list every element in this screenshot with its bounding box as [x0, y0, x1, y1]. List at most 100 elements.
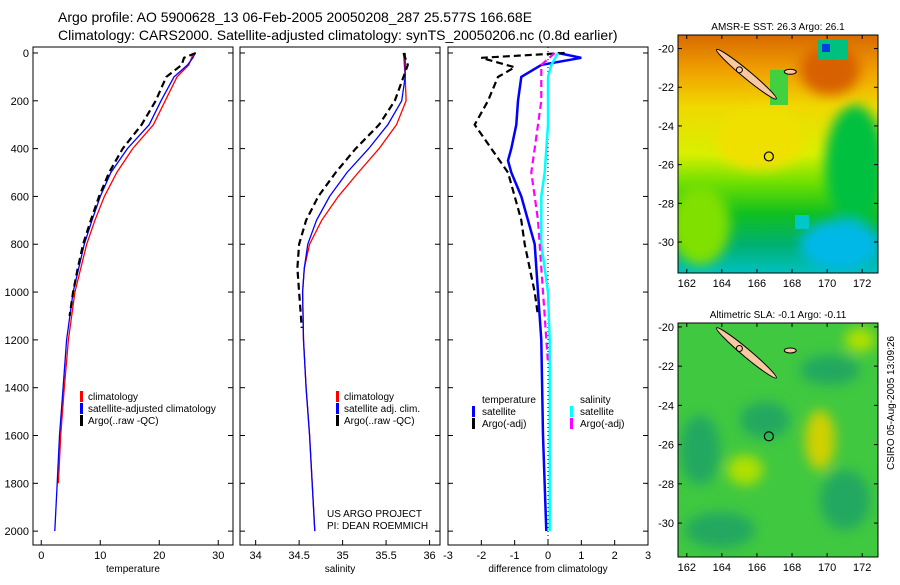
legend-label: satellite [580, 407, 614, 418]
y-tick-label: 800 [11, 239, 29, 251]
series-line-salinity-argo-adj- [530, 52, 556, 364]
y-tick-label: 600 [11, 191, 29, 203]
lon-tick-label: 168 [783, 562, 801, 574]
legend-label: Argo(..raw -QC) [344, 416, 415, 427]
lon-tick-label: 164 [713, 562, 731, 574]
lon-tick-label: 166 [748, 278, 766, 290]
map-overlay-1: 162 164 166 168 170 172 -20 -22 -24 -26 -28 -30 AMSR… [658, 22, 879, 290]
legend-label: climatology [344, 392, 394, 403]
lon-tick-label: 168 [783, 278, 801, 290]
plot-frame [32, 46, 234, 546]
legend-swatch [80, 403, 83, 414]
x-tick-label: 30 [212, 550, 224, 562]
x-tick-label: 34 [250, 550, 262, 562]
lat-tick-label: -28 [658, 479, 674, 491]
legend-label: satellite [482, 407, 516, 418]
y-tick-label: 2000 [5, 526, 29, 538]
lat-tick-label: -24 [658, 400, 674, 412]
island-new-caledonia [715, 327, 777, 379]
reef-outline [735, 66, 743, 74]
lat-tick-label: -20 [658, 322, 674, 334]
reef-outline [735, 344, 743, 352]
x-tick-label: 35 [336, 550, 348, 562]
series-line-climatology [57, 52, 195, 484]
y-tick-label: 1200 [5, 335, 29, 347]
sla-map [678, 323, 878, 557]
legend-swatch [80, 415, 83, 426]
x-tick-label: 34.5 [288, 550, 309, 562]
x-tick-label: 35.5 [375, 550, 396, 562]
x-tick-label: 36 [423, 550, 435, 562]
plot-frame [239, 46, 441, 546]
series-line-argo-raw-qc- [296, 52, 409, 328]
project-annotation-line1: US ARGO PROJECT [327, 509, 422, 520]
lat-tick-label: -24 [658, 121, 674, 133]
project-annotation-line2: PI: DEAN ROEMMICH [327, 521, 428, 532]
legend-title: temperature [482, 395, 536, 406]
argo-position-marker [763, 151, 774, 162]
argo-position-marker [763, 431, 774, 442]
legend-swatch [80, 391, 83, 402]
lat-tick-label: -20 [658, 44, 674, 56]
legend-label: Argo(..raw -QC) [88, 416, 159, 427]
legend-swatch [570, 406, 573, 417]
x-tick-label: 3 [645, 550, 651, 562]
series-line-satellite-adjusted-climatology [54, 52, 196, 532]
legend-swatch [472, 406, 475, 417]
x-tick-label: -2 [476, 550, 486, 562]
x-axis-label: difference from climatology [488, 564, 607, 575]
legend-label: Argo(-adj) [482, 419, 526, 430]
y-tick-label: 200 [11, 96, 29, 108]
lon-tick-label: 170 [818, 562, 836, 574]
figure-title-line2: Climatology: CARS2000. Satellite-adjuste… [58, 27, 618, 43]
profile-panel-3: -3 -2 -1 0 1 2 3 difference from climatology tem… [443, 46, 651, 575]
map-title: Altimetric SLA: -0.1 Argo: -0.11 [710, 310, 847, 321]
island-loyalty [783, 347, 797, 354]
lat-tick-label: -26 [658, 160, 674, 172]
x-axis-label: temperature [106, 564, 160, 575]
figure-title-line1: Argo profile: AO 5900628_13 06-Feb-2005 … [58, 9, 532, 25]
lon-tick-label: 172 [853, 562, 871, 574]
y-tick-label: 1600 [5, 431, 29, 443]
island-new-caledonia [715, 48, 777, 100]
y-tick-label: 1800 [5, 478, 29, 490]
series-line-salinity-satellite [540, 52, 560, 532]
map-title: AMSR-E SST: 26.3 Argo: 26.1 [711, 22, 845, 33]
profile-panel-1: 0 10 20 30 0 200 400 600 800 1000 1200 1400 1600 1800… [5, 46, 234, 575]
side-stamp: CSIRO 05-Aug-2005 13:09:26 [886, 336, 897, 470]
legend-label: Argo(-adj) [580, 419, 624, 430]
x-tick-label: 0 [38, 550, 44, 562]
lat-tick-label: -30 [658, 237, 674, 249]
lon-tick-label: 164 [713, 278, 731, 290]
y-tick-label: 400 [11, 144, 29, 156]
legend-swatch [336, 391, 339, 402]
x-tick-label: 20 [153, 550, 165, 562]
lon-tick-label: 162 [678, 278, 696, 290]
lon-tick-label: 170 [818, 278, 836, 290]
island-loyalty [783, 68, 797, 75]
legend-swatch [570, 418, 573, 429]
lat-tick-label: -22 [658, 82, 674, 94]
legend: temperaturesatelliteArgo(-adj)salinitysa… [472, 395, 624, 430]
legend-label: satellite-adjusted climatology [88, 404, 216, 415]
y-tick-label: 1000 [5, 287, 29, 299]
lon-tick-label: 162 [678, 562, 696, 574]
legend-title: salinity [580, 395, 611, 406]
x-tick-label: 0 [545, 550, 551, 562]
x-tick-label: -1 [510, 550, 520, 562]
lat-tick-label: -26 [658, 440, 674, 452]
x-tick-label: -3 [443, 550, 453, 562]
lat-tick-label: -28 [658, 198, 674, 210]
x-tick-label: 1 [578, 550, 584, 562]
map-overlay-2: 162 164 166 168 170 172 -20 -22 -24 -26 -28 -30 Alti… [658, 310, 879, 574]
legend-swatch [472, 418, 475, 429]
lon-tick-label: 166 [748, 562, 766, 574]
sst-map [678, 35, 878, 273]
series-line-climatology [301, 52, 407, 532]
lon-tick-label: 172 [853, 278, 871, 290]
series-line-temperature-argo-adj- [473, 51, 565, 317]
legend-swatch [336, 415, 339, 426]
series-line-satellite-adj-clim- [301, 53, 406, 532]
